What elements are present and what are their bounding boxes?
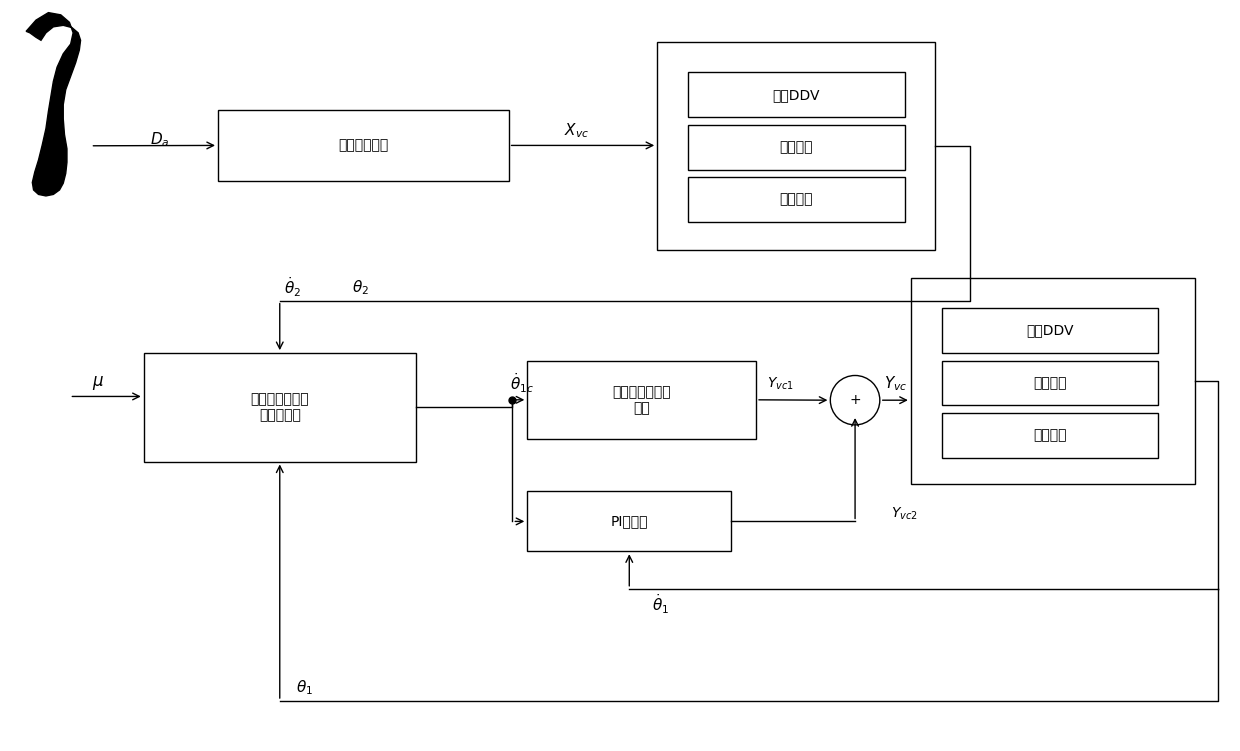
Polygon shape xyxy=(26,13,81,196)
Text: 斗杆油缸: 斗杆油缸 xyxy=(780,193,813,207)
Text: 动臂阀芯: 动臂阀芯 xyxy=(1033,376,1066,390)
Text: 动臂DDV: 动臂DDV xyxy=(1027,324,1074,338)
Text: $\mu$: $\mu$ xyxy=(92,374,104,392)
Text: 斗杆阀芯: 斗杆阀芯 xyxy=(780,140,813,154)
Bar xyxy=(910,278,1195,484)
Text: 动臂油缸: 动臂油缸 xyxy=(1033,428,1066,442)
Text: 动臂姿态角速率
指令生成器: 动臂姿态角速率 指令生成器 xyxy=(250,392,309,422)
Text: $\dot{\theta}_2$: $\dot{\theta}_2$ xyxy=(284,276,301,299)
Text: 挖掘速率指令: 挖掘速率指令 xyxy=(339,138,388,152)
Text: $Y_{vc1}$: $Y_{vc1}$ xyxy=(768,376,795,391)
Text: 神经网络前馈控
制器: 神经网络前馈控 制器 xyxy=(613,385,671,415)
Bar xyxy=(144,353,415,462)
Bar xyxy=(657,42,935,250)
Bar xyxy=(688,72,904,117)
Text: +: + xyxy=(849,394,861,407)
Text: $\dot{\theta}_{1c}$: $\dot{\theta}_{1c}$ xyxy=(511,372,534,395)
Bar xyxy=(688,125,904,170)
Bar xyxy=(688,177,904,222)
Text: $\dot{\theta}_1$: $\dot{\theta}_1$ xyxy=(651,592,668,616)
Text: $D_a$: $D_a$ xyxy=(150,131,170,149)
Text: $X_{vc}$: $X_{vc}$ xyxy=(564,121,589,140)
Text: $\theta_2$: $\theta_2$ xyxy=(352,278,368,297)
Bar xyxy=(527,360,756,439)
Text: $\theta_1$: $\theta_1$ xyxy=(296,678,312,697)
Text: $Y_{vc}$: $Y_{vc}$ xyxy=(884,375,906,393)
Bar xyxy=(527,491,732,551)
Text: PI控制器: PI控制器 xyxy=(610,514,649,529)
Bar xyxy=(218,110,508,181)
Text: 斗杆DDV: 斗杆DDV xyxy=(773,88,820,102)
Text: $Y_{vc2}$: $Y_{vc2}$ xyxy=(892,505,918,522)
Bar xyxy=(941,308,1158,353)
Bar xyxy=(941,413,1158,458)
Bar xyxy=(941,360,1158,406)
